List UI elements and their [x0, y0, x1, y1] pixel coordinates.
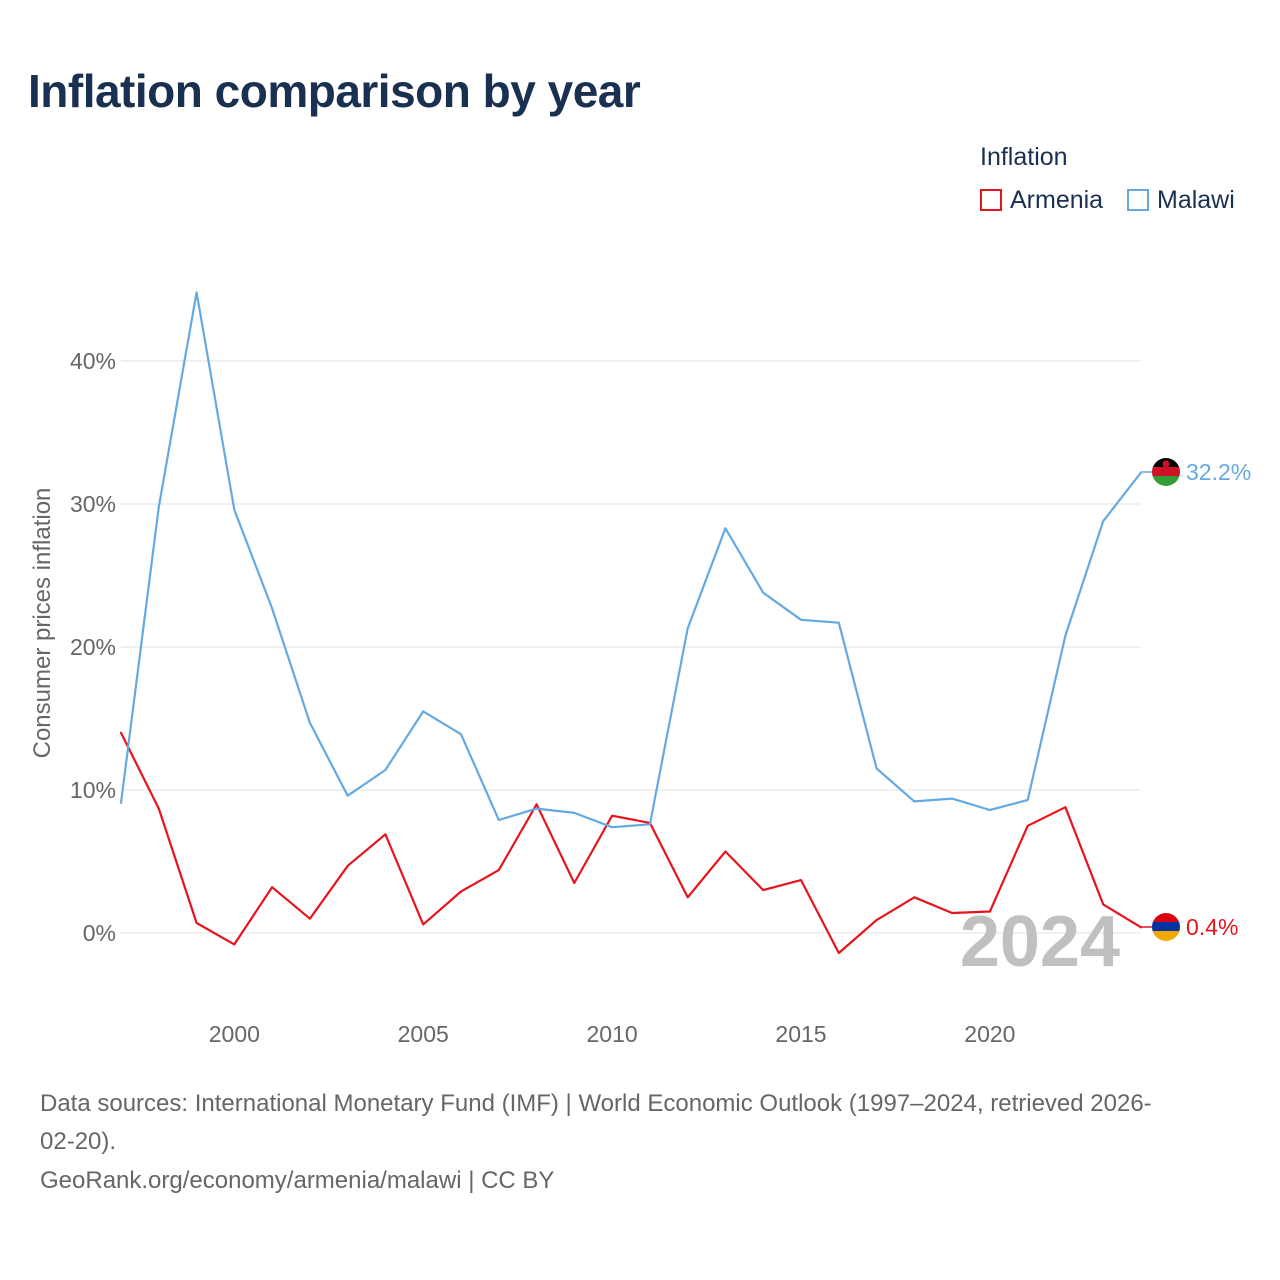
legend-item-malawi[interactable]: Malawi: [1127, 185, 1235, 215]
y-tick-label: 40%: [70, 348, 116, 374]
data-source-text-continued: 02-20).: [40, 1128, 117, 1155]
line-chart: 0% 10% 20% 30% 40% 2000 2005 2010 2015 2020 Cons…: [29, 291, 1251, 1047]
y-axis-ticks: 0% 10% 20% 30% 40%: [70, 348, 116, 946]
legend-label-malawi: Malawi: [1157, 185, 1235, 214]
x-tick-label: 2000: [209, 1021, 260, 1047]
x-axis-ticks: 2000 2005 2010 2015 2020: [209, 1021, 1016, 1047]
series-line-malawi[interactable]: [119, 291, 1143, 829]
series-lines: [119, 291, 1143, 955]
x-tick-label: 2015: [775, 1021, 826, 1047]
malawi-flag-icon: [1152, 458, 1180, 486]
y-tick-label: 0%: [83, 920, 116, 946]
legend-label-armenia: Armenia: [1010, 185, 1104, 214]
x-tick-label: 2005: [398, 1021, 449, 1047]
armenia-flag-icon: [1152, 913, 1180, 941]
legend-swatch-malawi: [1127, 189, 1149, 211]
y-axis-label: Consumer prices inflation: [29, 488, 56, 759]
y-tick-label: 20%: [70, 634, 116, 660]
legend-swatch-armenia: [980, 189, 1002, 211]
current-year-watermark: 2024: [960, 902, 1120, 982]
y-tick-label: 10%: [70, 777, 116, 803]
series-line-armenia[interactable]: [119, 731, 1143, 955]
data-source-text: Data sources: International Monetary Fun…: [40, 1090, 1152, 1117]
malawi-end-label: 32.2%: [1186, 459, 1251, 485]
x-tick-label: 2010: [587, 1021, 638, 1047]
legend-item-armenia[interactable]: Armenia: [980, 185, 1103, 215]
gridlines: [121, 360, 1141, 934]
legend-title: Inflation: [980, 143, 1068, 171]
y-tick-label: 30%: [70, 491, 116, 517]
armenia-end-label: 0.4%: [1186, 914, 1238, 940]
chart-title: Inflation comparison by year: [28, 65, 641, 117]
credit-link[interactable]: GeoRank.org/economy/armenia/malawi | CC …: [40, 1167, 555, 1194]
x-tick-label: 2020: [964, 1021, 1015, 1047]
